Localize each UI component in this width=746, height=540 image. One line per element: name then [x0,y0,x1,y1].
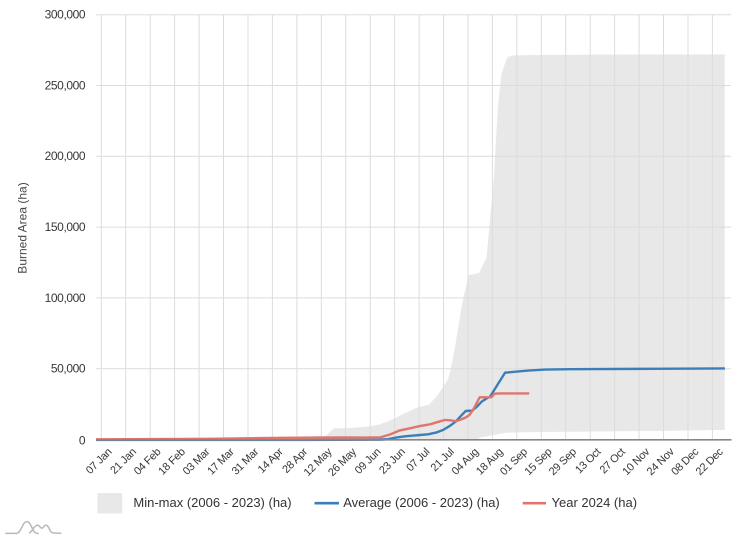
svg-text:0: 0 [79,434,86,448]
svg-text:250,000: 250,000 [45,78,86,92]
svg-text:150,000: 150,000 [45,220,86,234]
svg-text:Burned Area (ha): Burned Area (ha) [16,182,30,273]
svg-text:Average (2006 - 2023) (ha): Average (2006 - 2023) (ha) [343,495,500,510]
svg-text:100,000: 100,000 [45,291,86,305]
svg-text:200,000: 200,000 [45,149,86,163]
svg-text:Year 2024 (ha): Year 2024 (ha) [552,495,638,510]
svg-text:Min-max (2006 - 2023) (ha): Min-max (2006 - 2023) (ha) [133,495,291,510]
svg-text:50,000: 50,000 [51,362,86,376]
svg-text:300,000: 300,000 [45,8,86,22]
